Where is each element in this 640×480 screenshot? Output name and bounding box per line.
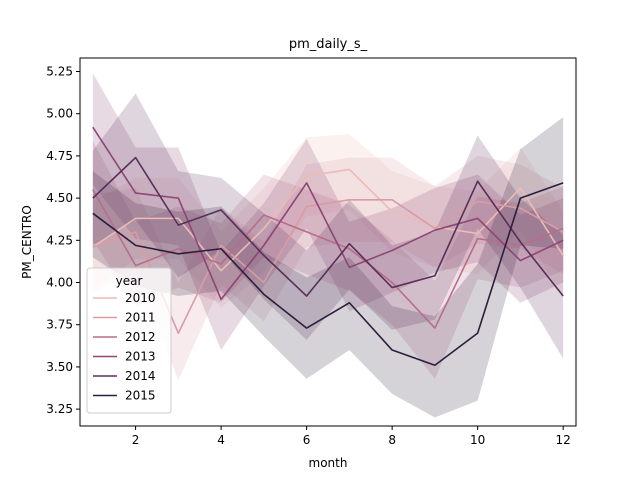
series-line-2015	[92, 182, 564, 367]
series-line-2013	[92, 126, 564, 301]
ci-band-2010	[92, 133, 564, 308]
x-tick-label: 4	[217, 433, 225, 447]
plot-frame	[79, 57, 577, 427]
ci-band-2012	[92, 140, 564, 379]
legend-label-2012: 2012	[125, 330, 156, 344]
legend-title: year	[116, 274, 143, 288]
legend-label-2014: 2014	[125, 369, 156, 383]
y-tick-label: 4.00	[46, 276, 73, 290]
legend-label-2013: 2013	[125, 350, 156, 364]
y-tick-label: 3.50	[46, 360, 73, 374]
x-tick-label: 10	[470, 433, 485, 447]
series-line-2014	[92, 156, 564, 297]
y-tick-label: 3.25	[46, 402, 73, 416]
y-tick-label: 4.75	[46, 149, 73, 163]
legend-label-2010: 2010	[125, 291, 156, 305]
ci-band-2013	[92, 73, 564, 351]
y-tick-label: 5.00	[46, 107, 73, 121]
x-axis-label: month	[309, 456, 348, 470]
legend-label-2011: 2011	[125, 311, 156, 325]
y-tick-label: 5.25	[46, 65, 73, 79]
y-tick-label: 4.25	[46, 233, 73, 247]
legend: year 2010 2011 2012 2013 2014 2015	[86, 267, 172, 414]
x-tick-label: 6	[303, 433, 311, 447]
chart-title: pm_daily_s_	[289, 37, 368, 52]
legend-label-2015: 2015	[125, 389, 156, 403]
x-tick-label: 12	[556, 433, 571, 447]
x-tick-label: 8	[388, 433, 396, 447]
legend-items: 2010 2011 2012 2013 2014 2015	[93, 291, 156, 403]
y-tick-label: 3.75	[46, 318, 73, 332]
y-tick-label: 4.50	[46, 191, 73, 205]
series-line-2012	[92, 189, 564, 329]
y-axis-label: PM_CENTRO	[20, 205, 34, 279]
series-lines	[92, 126, 564, 367]
x-axis-ticks: 2 4 6 8 10 12	[132, 426, 571, 447]
ci-band-2015	[92, 117, 564, 418]
x-tick-label: 2	[132, 433, 140, 447]
ci-band-2011	[92, 155, 564, 381]
y-axis-ticks: 3.25 3.50 3.75 4.00 4.25 4.50 4.75 5.00 5.25	[46, 65, 80, 416]
